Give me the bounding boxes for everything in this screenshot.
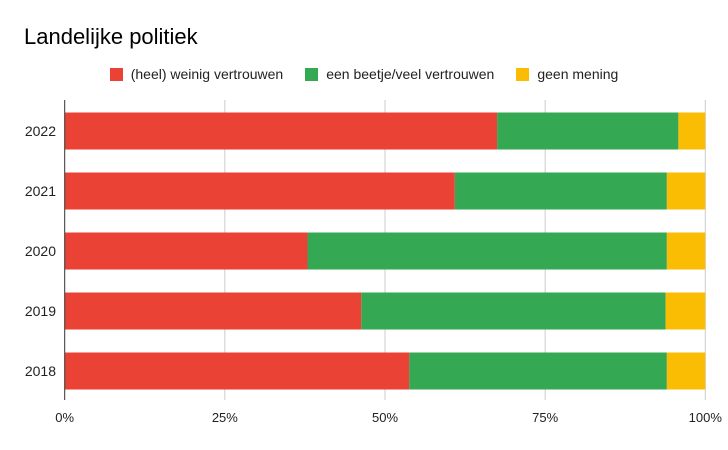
bar-segment [497, 112, 679, 150]
y-tick-label: 2022 [25, 123, 56, 139]
y-tick-label: 2021 [25, 183, 56, 199]
bar-segment [665, 292, 706, 330]
y-tick-label: 2019 [25, 303, 56, 319]
bar-segment [307, 232, 667, 270]
legend-item: geen mening [516, 66, 618, 82]
y-tick-label: 2020 [25, 243, 56, 259]
x-tick-label: 0% [55, 410, 74, 425]
y-tick-label: 2018 [25, 363, 56, 379]
bar-segment [678, 112, 706, 150]
legend-label: (heel) weinig vertrouwen [130, 66, 284, 82]
x-tick-label: 50% [372, 410, 398, 425]
bar-segment [64, 292, 362, 330]
chart-title: Landelijke politiek [24, 24, 198, 49]
bar-segment [64, 352, 410, 390]
bar-segment [666, 172, 706, 210]
bar-segment [361, 292, 666, 330]
legend-label: geen mening [537, 66, 619, 82]
bar-segment [64, 232, 308, 270]
legend-label: een beetje/veel vertrouwen [326, 66, 495, 82]
bar-segment [666, 352, 706, 390]
legend: (heel) weinig vertrouwen een beetje/veel … [0, 66, 728, 82]
x-tick-label: 100% [689, 410, 723, 425]
legend-swatch [305, 67, 319, 81]
x-tick-label: 75% [532, 410, 558, 425]
legend-item: (heel) weinig vertrouwen [109, 66, 284, 82]
legend-swatch [109, 67, 123, 81]
bar-segment [454, 172, 667, 210]
bar-segment [64, 172, 455, 210]
bar-segment [409, 352, 667, 390]
x-tick-label: 25% [212, 410, 238, 425]
legend-swatch [516, 67, 530, 81]
bar-segment [64, 112, 498, 150]
bar-segment [666, 232, 706, 270]
legend-item: een beetje/veel vertrouwen [305, 66, 494, 82]
